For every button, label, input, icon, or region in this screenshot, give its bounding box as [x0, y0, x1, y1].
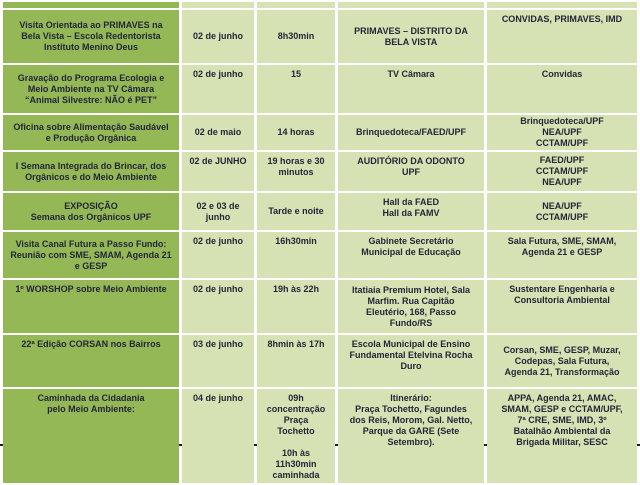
- event-cell: 1º WORSHOP sobre Meio Ambiente: [3, 280, 179, 333]
- location-cell: TV Câmara: [338, 65, 484, 113]
- time-cell: 19 horas e 30 minutos: [257, 152, 335, 191]
- time-cell: 15: [257, 65, 335, 113]
- location-cell: Brinquedoteca/FAED/UPF: [338, 115, 484, 150]
- table-row: EXPOSIÇÃO Semana dos Orgânicos UPF 02 e …: [3, 193, 637, 230]
- date-cell: 02 e 03 de junho: [182, 193, 254, 230]
- time-cell: 14 horas: [257, 115, 335, 150]
- time-cell: Tarde e noite: [257, 193, 335, 230]
- event-cell: EXPOSIÇÃO Semana dos Orgânicos UPF: [3, 193, 179, 230]
- table-row: Caminhada da Cidadania pelo Meio Ambient…: [3, 389, 637, 483]
- participants-cell: APPA, Agenda 21, AMAC, SMAM, GESP e CCTA…: [487, 389, 637, 483]
- location-cell: Hall da FAED Hall da FAMV: [338, 193, 484, 230]
- event-cell: I Semana Integrada do Brincar, dos Orgân…: [3, 152, 179, 191]
- participants-cell: CONVIDAS, PRIMAVES, IMD: [487, 10, 637, 63]
- spacer-cell-location: [338, 2, 484, 8]
- date-cell: 02 de junho: [182, 65, 254, 113]
- participants-cell: FAED/UPF CCTAM/UPF NEA/UPF: [487, 152, 637, 191]
- participants-cell: Corsan, SME, GESP, Muzar, Codepas, Sala …: [487, 335, 637, 387]
- location-cell: Escola Municipal de Ensino Fundamental E…: [338, 335, 484, 387]
- table-row: 22ª Edição CORSAN nos Bairros 03 de junh…: [3, 335, 637, 387]
- date-cell: 02 de junho: [182, 280, 254, 333]
- table-row: 1º WORSHOP sobre Meio Ambiente 02 de jun…: [3, 280, 637, 333]
- participants-cell: Sustentare Engenharia e Consultoria Ambi…: [487, 280, 637, 333]
- date-cell: 02 de maio: [182, 115, 254, 150]
- spacer-cell-participants: [487, 2, 637, 8]
- time-cell: 19h às 22h: [257, 280, 335, 333]
- date-cell: 03 de junho: [182, 335, 254, 387]
- participants-cell: Convidas: [487, 65, 637, 113]
- location-cell: Gabinete Secretário Municipal de Educaçã…: [338, 232, 484, 278]
- location-cell: PRIMAVES – DISTRITO DA BELA VISTA: [338, 10, 484, 63]
- event-cell: Oficina sobre Alimentação Saudável e Pro…: [3, 115, 179, 150]
- date-cell: 02 de junho: [182, 10, 254, 63]
- event-cell: 22ª Edição CORSAN nos Bairros: [3, 335, 179, 387]
- participants-cell: Sala Futura, SME, SMAM, Agenda 21 e GESP: [487, 232, 637, 278]
- table-row: Oficina sobre Alimentação Saudável e Pro…: [3, 115, 637, 150]
- time-cell: 8hmin às 17h: [257, 335, 335, 387]
- table-row: Visita Orientada ao PRIMAVES na Bela Vis…: [3, 10, 637, 63]
- time-cell: 8h30min: [257, 10, 335, 63]
- participants-cell: NEA/UPF CCTAM/UPF: [487, 193, 637, 230]
- spacer-header-row: [3, 2, 637, 8]
- location-cell: Itatiaia Premium Hotel, Sala Marfim. Rua…: [338, 280, 484, 333]
- date-cell: 04 de junho: [182, 389, 254, 483]
- event-cell: Gravação do Programa Ecologia e Meio Amb…: [3, 65, 179, 113]
- event-cell: Visita Canal Futura a Passo Fundo: Reuni…: [3, 232, 179, 278]
- location-cell: Itinerário: Praça Tochetto, Fagundes dos…: [338, 389, 484, 483]
- table-row: I Semana Integrada do Brincar, dos Orgân…: [3, 152, 637, 191]
- date-cell: 02 de JUNHO: [182, 152, 254, 191]
- participants-cell: Brinquedoteca/UPF NEA/UPF CCTAM/UPF: [487, 115, 637, 150]
- date-cell: 02 de junho: [182, 232, 254, 278]
- spacer-cell-date: [182, 2, 254, 8]
- spacer-cell-time: [257, 2, 335, 8]
- location-cell: AUDITÓRIO DA ODONTO UPF: [338, 152, 484, 191]
- time-cell: 16h30min: [257, 232, 335, 278]
- spacer-cell-event: [3, 2, 179, 8]
- table-row: Visita Canal Futura a Passo Fundo: Reuni…: [3, 232, 637, 278]
- table-row: Gravação do Programa Ecologia e Meio Amb…: [3, 65, 637, 113]
- time-cell: 09h concentração Praça Tochetto 10h às 1…: [257, 389, 335, 483]
- event-cell: Caminhada da Cidadania pelo Meio Ambient…: [3, 389, 179, 483]
- event-cell: Visita Orientada ao PRIMAVES na Bela Vis…: [3, 10, 179, 63]
